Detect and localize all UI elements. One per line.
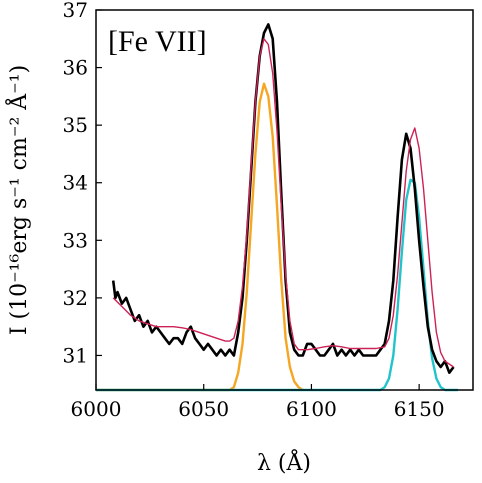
x-tick-label: 6000 xyxy=(71,397,122,421)
y-tick-label: 31 xyxy=(63,343,88,367)
ticks-layer: 6000 6050 6100 6150 31 32 33 34 35 36 37 xyxy=(63,0,445,421)
x-tick-label: 6100 xyxy=(286,397,337,421)
x-axis-label: λ (Å) xyxy=(257,448,311,476)
y-tick-label: 32 xyxy=(63,286,88,310)
x-tick-label: 6150 xyxy=(394,397,445,421)
series-line-component-6147 xyxy=(96,178,458,392)
y-tick-label: 35 xyxy=(63,113,88,137)
y-tick-label: 37 xyxy=(63,0,88,22)
series-line-component-6087 xyxy=(228,82,304,391)
series-line-model-total xyxy=(112,38,454,368)
y-axis-label: I (10⁻¹⁶erg s⁻¹ cm⁻² Å⁻¹) xyxy=(4,65,32,335)
y-tick-label: 34 xyxy=(63,171,88,195)
y-tick-label: 36 xyxy=(63,56,88,80)
x-tick-label: 6050 xyxy=(178,397,229,421)
line-annotation: [Fe VII] xyxy=(108,25,207,58)
plot-frame xyxy=(95,9,474,391)
y-tick-label: 33 xyxy=(63,228,88,252)
series-layer xyxy=(96,23,458,392)
